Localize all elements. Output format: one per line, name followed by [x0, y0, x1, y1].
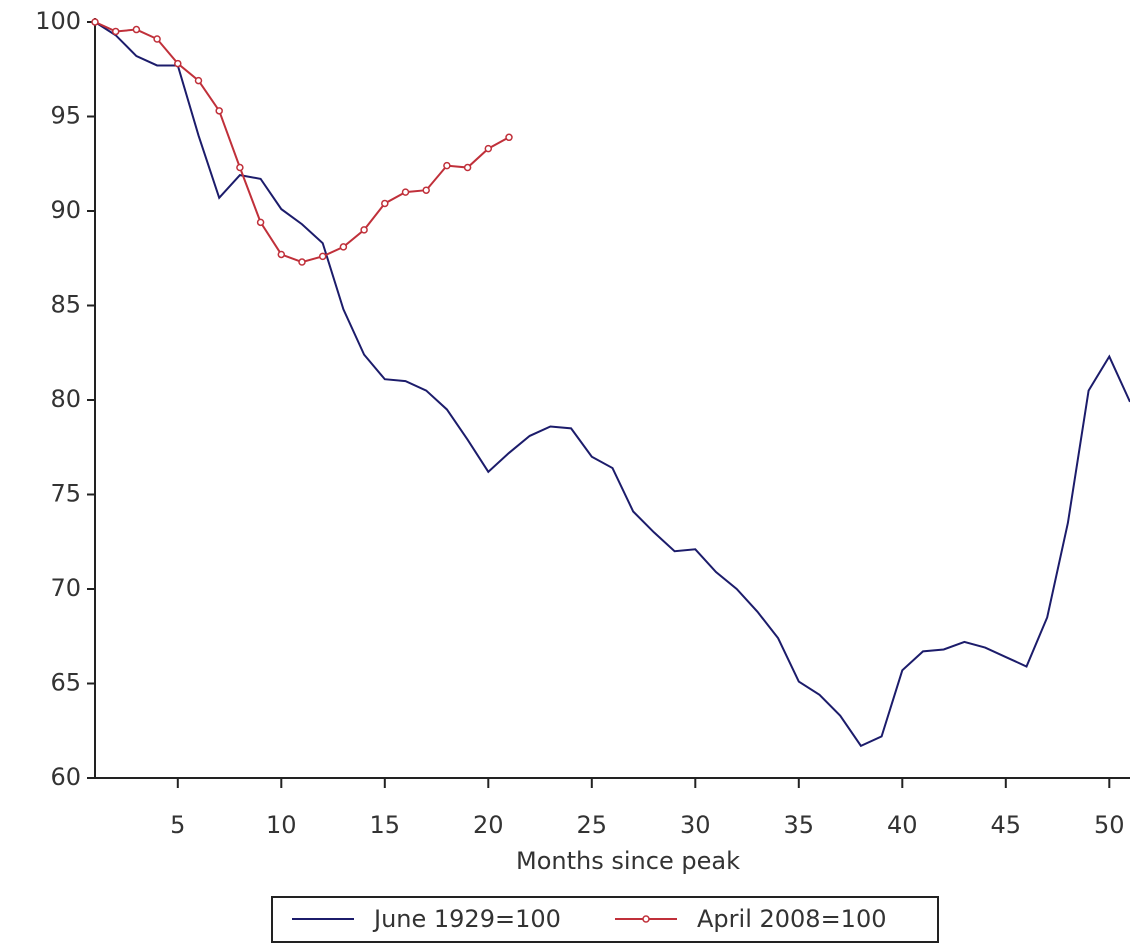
y-tick-label: 100: [35, 7, 81, 35]
point: [111, 27, 120, 36]
point: [339, 243, 348, 251]
y-tick-label: 90: [50, 196, 81, 224]
series-line: [94, 21, 1130, 748]
y-tick-label: 80: [50, 385, 81, 413]
y-tick-label: 65: [50, 669, 81, 697]
x-tick-label: 15: [370, 811, 401, 839]
x-axis-title: Months since peak: [516, 847, 740, 875]
x-tick-label: 30: [680, 811, 711, 839]
point: [443, 161, 451, 170]
point: [153, 35, 161, 43]
series-line: [94, 21, 510, 264]
point: [236, 163, 244, 172]
x-tick-label: 45: [991, 811, 1022, 839]
legend-marker: [642, 915, 650, 923]
y-tick-label: 95: [50, 102, 81, 130]
legend-box: [271, 896, 939, 943]
x-tick-label: 50: [1094, 811, 1125, 839]
point: [484, 144, 493, 153]
y-tick-label: 70: [50, 574, 81, 602]
point: [132, 25, 141, 34]
point: [215, 107, 223, 115]
x-tick-label: 20: [473, 811, 504, 839]
point: [174, 59, 182, 68]
point: [91, 18, 99, 26]
y-tick-label: 60: [50, 763, 81, 791]
point: [194, 76, 203, 85]
point: [422, 186, 430, 194]
x-tick-label: 5: [170, 811, 185, 839]
point: [505, 133, 513, 142]
point: [298, 258, 306, 266]
y-tick-label: 85: [50, 291, 81, 319]
point: [401, 188, 410, 196]
point: [277, 250, 286, 259]
point: [318, 252, 327, 261]
point: [256, 218, 265, 227]
y-tick-label: 75: [50, 480, 81, 508]
x-tick-label: 35: [784, 811, 815, 839]
x-tick-label: 10: [266, 811, 297, 839]
legend-label: June 1929=100: [372, 905, 561, 933]
point: [381, 199, 389, 208]
point: [360, 226, 368, 234]
x-tick-label: 25: [577, 811, 608, 839]
point: [463, 163, 472, 172]
x-tick-label: 40: [887, 811, 918, 839]
legend-label: April 2008=100: [697, 905, 886, 933]
